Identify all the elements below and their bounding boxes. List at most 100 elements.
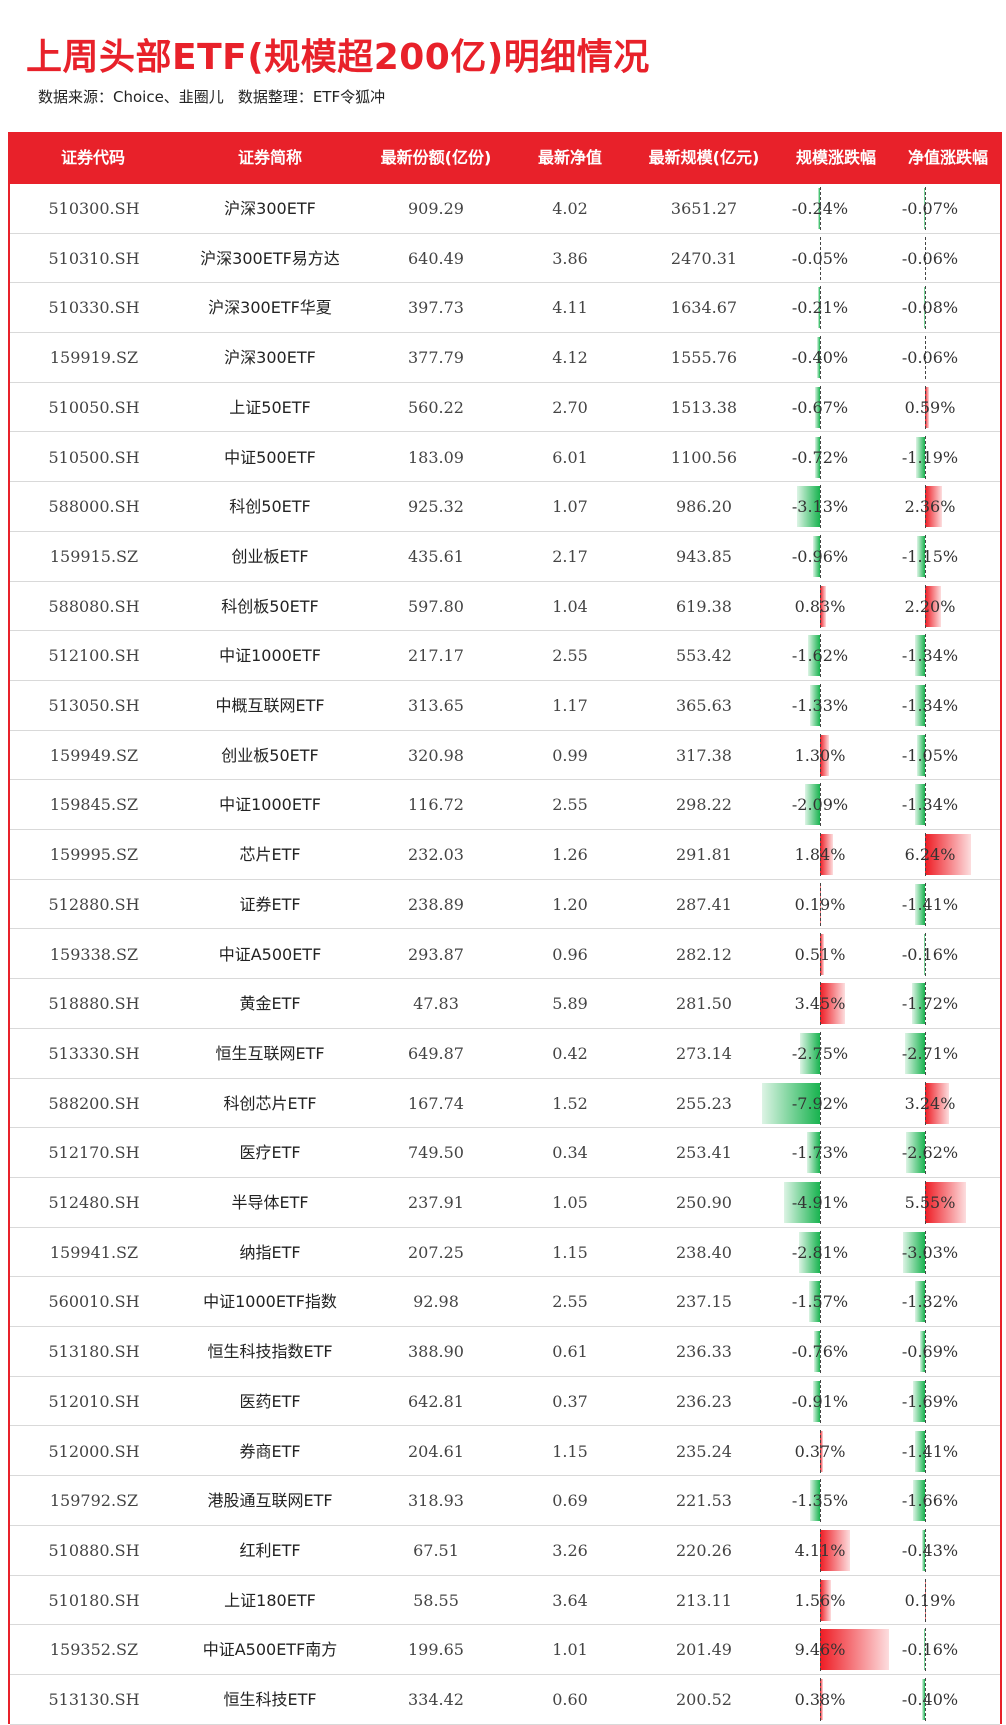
cell-nav-change: -0.16%	[876, 1625, 984, 1675]
cell-code: 159949.SZ	[10, 731, 178, 781]
cell-shares: 167.74	[362, 1079, 510, 1129]
header-name: 证券简称	[178, 132, 362, 184]
cell-code: 560010.SH	[10, 1277, 178, 1327]
cell-shares: 909.29	[362, 184, 510, 234]
header-nav-change: 净值涨跌幅	[894, 132, 1002, 184]
cell-scale: 236.23	[630, 1377, 778, 1427]
cell-shares: 749.50	[362, 1128, 510, 1178]
cell-shares: 217.17	[362, 631, 510, 681]
cell-nav: 1.01	[510, 1625, 630, 1675]
cell-nav: 1.52	[510, 1079, 630, 1129]
cell-scale: 253.41	[630, 1128, 778, 1178]
cell-scale: 943.85	[630, 532, 778, 582]
cell-scale-change: -0.24%	[770, 184, 870, 234]
cell-code: 512010.SH	[10, 1377, 178, 1427]
cell-code: 513130.SH	[10, 1675, 178, 1725]
cell-scale-change: -0.72%	[770, 433, 870, 483]
cell-nav-change: 0.59%	[876, 383, 984, 433]
cell-nav-change: -1.34%	[876, 780, 984, 830]
cell-nav: 6.01	[510, 433, 630, 483]
cell-scale: 250.90	[630, 1178, 778, 1228]
cell-name: 证券ETF	[178, 880, 362, 930]
cell-nav-change: -1.41%	[876, 1427, 984, 1477]
cell-shares: 388.90	[362, 1327, 510, 1377]
cell-nav-change: -0.06%	[876, 333, 984, 383]
cell-scale: 553.42	[630, 631, 778, 681]
cell-nav: 1.20	[510, 880, 630, 930]
cell-nav-change: -2.62%	[876, 1128, 984, 1178]
cell-nav: 3.86	[510, 234, 630, 284]
cell-nav: 0.96	[510, 930, 630, 980]
cell-scale: 273.14	[630, 1029, 778, 1079]
cell-code: 159845.SZ	[10, 780, 178, 830]
cell-name: 恒生科技ETF	[178, 1675, 362, 1725]
cell-nav: 2.70	[510, 383, 630, 433]
cell-scale-change: -1.35%	[770, 1476, 870, 1526]
cell-nav-change: -1.34%	[876, 681, 984, 731]
cell-shares: 560.22	[362, 383, 510, 433]
header-code: 证券代码	[8, 132, 178, 184]
cell-code: 159352.SZ	[10, 1625, 178, 1675]
cell-name: 创业板ETF	[178, 532, 362, 582]
cell-shares: 47.83	[362, 979, 510, 1029]
cell-scale: 213.11	[630, 1576, 778, 1626]
cell-scale: 235.24	[630, 1427, 778, 1477]
cell-scale: 365.63	[630, 681, 778, 731]
cell-code: 512000.SH	[10, 1427, 178, 1477]
cell-nav-change: 2.20%	[876, 582, 984, 632]
cell-name: 中证1000ETF	[178, 631, 362, 681]
header-nav: 最新净值	[510, 132, 630, 184]
cell-name: 科创50ETF	[178, 482, 362, 532]
cell-shares: 597.80	[362, 582, 510, 632]
cell-scale-change: -1.62%	[770, 631, 870, 681]
cell-scale: 200.52	[630, 1675, 778, 1725]
cell-scale-change: -7.92%	[770, 1079, 870, 1129]
cell-nav: 4.02	[510, 184, 630, 234]
cell-scale: 255.23	[630, 1079, 778, 1129]
cell-shares: 207.25	[362, 1228, 510, 1278]
cell-code: 510500.SH	[10, 433, 178, 483]
cell-shares: 435.61	[362, 532, 510, 582]
data-editor-text: 数据整理：ETF令狐冲	[238, 88, 385, 106]
cell-scale: 298.22	[630, 780, 778, 830]
cell-scale-change: -3.13%	[770, 482, 870, 532]
cell-code: 513330.SH	[10, 1029, 178, 1079]
cell-name: 沪深300ETF	[178, 333, 362, 383]
cell-scale: 619.38	[630, 582, 778, 632]
cell-scale-change: 0.38%	[770, 1675, 870, 1725]
cell-code: 518880.SH	[10, 979, 178, 1029]
cell-shares: 92.98	[362, 1277, 510, 1327]
cell-name: 中概互联网ETF	[178, 681, 362, 731]
cell-scale-change: -0.21%	[770, 283, 870, 333]
cell-nav-change: -0.40%	[876, 1675, 984, 1725]
cell-scale-change: 9.46%	[770, 1625, 870, 1675]
header-shares: 最新份额(亿份)	[362, 132, 510, 184]
cell-nav-change: -1.05%	[876, 731, 984, 781]
cell-code: 159792.SZ	[10, 1476, 178, 1526]
cell-name: 上证180ETF	[178, 1576, 362, 1626]
cell-nav-change: -0.69%	[876, 1327, 984, 1377]
cell-scale: 281.50	[630, 979, 778, 1029]
cell-scale: 1100.56	[630, 433, 778, 483]
cell-scale-change: -0.91%	[770, 1377, 870, 1427]
cell-scale: 287.41	[630, 880, 778, 930]
cell-code: 512480.SH	[10, 1178, 178, 1228]
cell-name: 上证50ETF	[178, 383, 362, 433]
cell-name: 中证1000ETF	[178, 780, 362, 830]
cell-nav: 1.05	[510, 1178, 630, 1228]
cell-nav-change: -0.16%	[876, 930, 984, 980]
cell-scale: 317.38	[630, 731, 778, 781]
